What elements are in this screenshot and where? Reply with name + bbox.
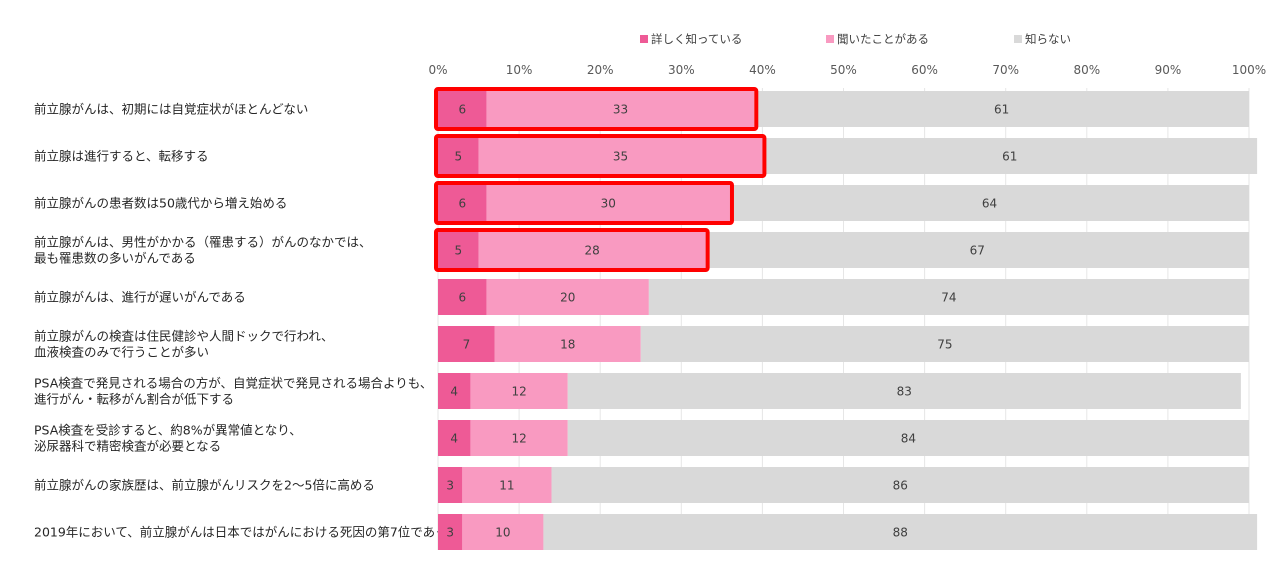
bar-segment (478, 138, 763, 174)
category-label: 前立腺がんは、男性がかかる（罹患する）がんのなかでは、最も罹患数の多いがんである (34, 235, 372, 266)
x-tick-label: 80% (1073, 63, 1100, 77)
bar-segment (470, 373, 568, 409)
bar-segment (438, 420, 471, 456)
bar-segment (438, 91, 487, 127)
data-label: 4 (450, 432, 458, 446)
data-label: 3 (446, 479, 454, 493)
data-label: 84 (901, 432, 916, 446)
category-label: 前立腺がんの患者数は50歳代から増え始める (34, 196, 287, 211)
data-label: 86 (893, 479, 908, 493)
bar-segment (438, 138, 479, 174)
x-tick-label: 30% (668, 63, 695, 77)
data-label: 7 (463, 338, 471, 352)
bar-segment (438, 514, 463, 550)
x-tick-label: 0% (428, 63, 447, 77)
data-label: 64 (982, 197, 997, 211)
bar-segment (705, 232, 1249, 268)
bar-segment (486, 91, 755, 127)
data-label: 4 (450, 385, 458, 399)
category-label: PSA検査を受診すると、約8%が異常値となり、泌尿器科で精密検査が必要となる (34, 423, 302, 454)
bar-segment (567, 420, 1249, 456)
x-tick-label: 40% (749, 63, 776, 77)
category-label: 前立腺がんは、初期には自覚症状がほとんどない (34, 102, 308, 117)
legend-label: 知らない (1025, 32, 1071, 46)
bar-segment (438, 232, 479, 268)
bar-segment (486, 279, 649, 315)
bar-segment (494, 326, 641, 362)
data-label: 33 (613, 103, 628, 117)
data-label: 67 (970, 244, 985, 258)
category-label: PSA検査で発見される場合の方が、自覚症状で発見される場合よりも、進行がん・転移… (34, 376, 432, 407)
x-tick-label: 50% (830, 63, 857, 77)
category-label: 前立腺がんの検査は住民健診や人間ドックで行われ、血液検査のみで行うことが多い (34, 329, 334, 360)
bar-segment (486, 185, 730, 221)
data-label: 5 (454, 244, 462, 258)
data-label: 28 (584, 244, 599, 258)
data-label: 75 (937, 338, 952, 352)
bar-segment (438, 185, 487, 221)
bar-segment (470, 420, 568, 456)
data-label: 18 (560, 338, 575, 352)
bar-segment (478, 232, 706, 268)
x-tick-label: 60% (911, 63, 938, 77)
data-label: 3 (446, 526, 454, 540)
category-label: 2019年において、前立腺がんは日本ではがんにおける死因の第7位であった (34, 525, 460, 540)
bar-segment (729, 185, 1249, 221)
bar-segment (438, 326, 495, 362)
bar-segment (648, 279, 1249, 315)
data-label: 88 (893, 526, 908, 540)
data-label: 35 (613, 150, 628, 164)
data-label: 6 (459, 197, 467, 211)
data-label: 12 (511, 432, 526, 446)
bar-segment (762, 138, 1258, 174)
bar-segment (567, 373, 1241, 409)
bar-segment (438, 373, 471, 409)
bar-segment (462, 467, 552, 503)
data-label: 61 (994, 103, 1009, 117)
legend-label: 聞いたことがある (837, 32, 929, 46)
legend-swatch (1014, 35, 1022, 43)
bar-segment (640, 326, 1249, 362)
bar-segment (754, 91, 1249, 127)
bar-segment (551, 467, 1249, 503)
data-label: 20 (560, 291, 575, 305)
x-tick-label: 90% (1155, 63, 1182, 77)
bar-segment (543, 514, 1258, 550)
highlight-box (434, 181, 734, 225)
legend-swatch (826, 35, 834, 43)
data-label: 10 (495, 526, 510, 540)
category-label: 前立腺は進行すると、転移する (34, 149, 209, 164)
highlight-box (434, 87, 759, 131)
data-label: 5 (454, 150, 462, 164)
x-tick-label: 20% (587, 63, 614, 77)
bar-segment (462, 514, 544, 550)
highlight-box (434, 228, 710, 272)
bar-segment (438, 467, 463, 503)
data-label: 6 (459, 291, 467, 305)
data-label: 74 (941, 291, 956, 305)
x-tick-label: 70% (992, 63, 1019, 77)
category-label: 前立腺がんは、進行が遅いがんである (34, 290, 246, 305)
legend-label: 詳しく知っている (651, 32, 742, 46)
highlight-box (434, 134, 767, 178)
data-label: 6 (459, 103, 467, 117)
x-tick-label: 100% (1232, 63, 1266, 77)
data-label: 11 (499, 479, 514, 493)
data-label: 30 (601, 197, 616, 211)
category-label: 前立腺がんの家族歴は、前立腺がんリスクを2～5倍に高める (34, 478, 375, 493)
data-label: 61 (1002, 150, 1017, 164)
data-label: 12 (511, 385, 526, 399)
legend-swatch (640, 35, 648, 43)
x-tick-label: 10% (506, 63, 533, 77)
bar-segment (438, 279, 487, 315)
data-label: 83 (897, 385, 912, 399)
